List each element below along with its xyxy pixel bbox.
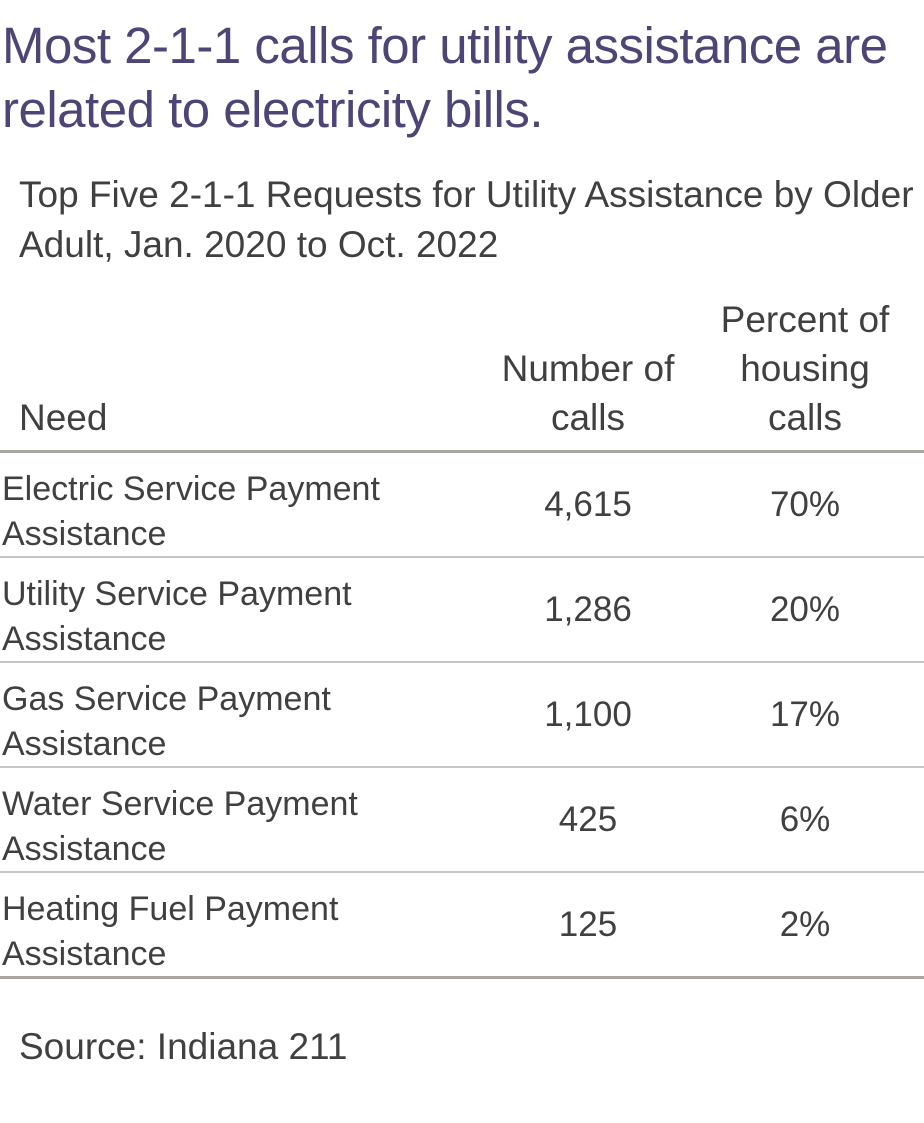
cell-calls: 4,615 [544, 484, 632, 524]
cell-percent: 17% [769, 694, 841, 734]
column-header-need: Need [19, 397, 108, 438]
cell-percent: 6% [779, 799, 831, 839]
data-table: Need Number of calls Percent of housing … [0, 295, 924, 979]
cell-need: Utility Service Payment Assistance [2, 575, 352, 658]
table-row: Heating Fuel Payment Assistance 125 2% [0, 873, 924, 979]
column-header-percent: Percent of housing calls [720, 299, 890, 438]
cell-calls: 425 [558, 799, 618, 839]
cell-percent: 2% [779, 904, 831, 944]
cell-need: Gas Service Payment Assistance [2, 680, 331, 763]
headline: Most 2-1-1 calls for utility assistance … [2, 17, 888, 138]
table-row: Water Service Payment Assistance 425 6% [0, 768, 924, 873]
cell-calls: 1,286 [544, 589, 632, 629]
source-note: Source: Indiana 211 [19, 1026, 348, 1067]
cell-percent: 20% [769, 589, 841, 629]
table-title: Top Five 2-1-1 Requests for Utility Assi… [19, 174, 914, 265]
table-row: Electric Service Payment Assistance 4,61… [0, 453, 924, 558]
column-header-number-of-calls: Number of calls [501, 348, 675, 438]
table-header: Need Number of calls Percent of housing … [0, 295, 924, 453]
cell-calls: 1,100 [544, 694, 632, 734]
cell-need: Heating Fuel Payment Assistance [2, 890, 339, 973]
cell-percent: 70% [769, 484, 841, 524]
cell-calls: 125 [558, 904, 618, 944]
cell-need: Water Service Payment Assistance [2, 785, 358, 868]
table-row: Gas Service Payment Assistance 1,100 17% [0, 663, 924, 768]
cell-need: Electric Service Payment Assistance [2, 470, 380, 553]
table-row: Utility Service Payment Assistance 1,286… [0, 558, 924, 663]
